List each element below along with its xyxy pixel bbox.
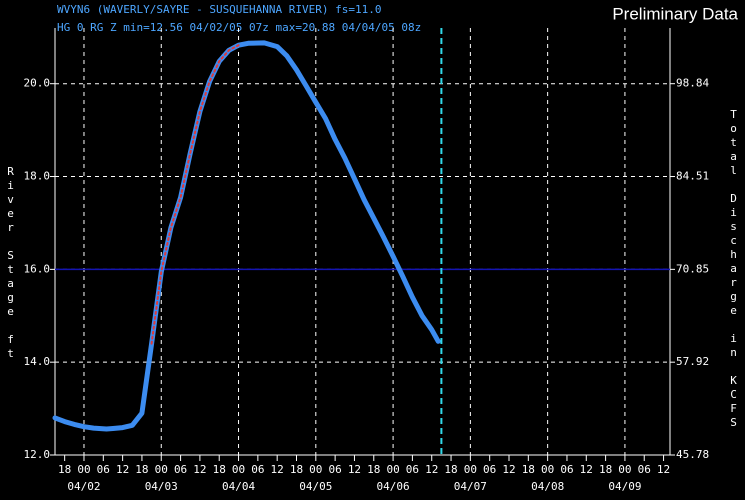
x-tick-label: 18 <box>213 463 226 476</box>
x-tick-label: 12 <box>425 463 438 476</box>
x-tick-label: 12 <box>271 463 284 476</box>
x-tick-label: 18 <box>444 463 457 476</box>
x-tick-label: 12 <box>657 463 670 476</box>
x-tick-label: 06 <box>638 463 651 476</box>
y2-axis-label: Total Discharge in KCFS <box>727 108 740 430</box>
x-tick-label: 06 <box>406 463 419 476</box>
x-tick-label: 00 <box>618 463 631 476</box>
date-label: 04/07 <box>454 480 487 493</box>
x-tick-label: 12 <box>116 463 129 476</box>
x-tick-label: 06 <box>483 463 496 476</box>
x-tick-label: 00 <box>541 463 554 476</box>
date-label: 04/04 <box>222 480 255 493</box>
x-tick-label: 06 <box>251 463 264 476</box>
x-tick-label: 12 <box>502 463 515 476</box>
x-tick-label: 00 <box>464 463 477 476</box>
x-tick-label: 18 <box>522 463 535 476</box>
x-tick-label: 12 <box>348 463 361 476</box>
x-tick-label: 06 <box>174 463 187 476</box>
x-tick-label: 00 <box>155 463 168 476</box>
x-tick-label: 00 <box>77 463 90 476</box>
x-tick-label: 12 <box>193 463 206 476</box>
y-tick-label: 18.0 <box>24 170 51 183</box>
x-tick-label: 00 <box>232 463 245 476</box>
y2-tick-label: 84.51 <box>676 170 709 183</box>
x-tick-label: 00 <box>309 463 322 476</box>
date-label: 04/08 <box>531 480 564 493</box>
annotation: Preliminary Data <box>612 4 738 23</box>
date-label: 04/09 <box>608 480 641 493</box>
y-axis-label: River Stage ft <box>4 165 17 361</box>
x-tick-label: 18 <box>367 463 380 476</box>
y2-tick-label: 98.84 <box>676 77 709 90</box>
y2-tick-label: 70.85 <box>676 262 709 275</box>
x-tick-label: 06 <box>329 463 342 476</box>
y2-tick-label: 45.78 <box>676 448 709 461</box>
y-tick-label: 12.0 <box>24 448 51 461</box>
date-label: 04/02 <box>67 480 100 493</box>
x-tick-label: 12 <box>580 463 593 476</box>
x-tick-label: 00 <box>386 463 399 476</box>
y-tick-label: 20.0 <box>24 77 51 90</box>
x-tick-label: 18 <box>599 463 612 476</box>
y-tick-label: 16.0 <box>24 262 51 275</box>
date-label: 04/03 <box>145 480 178 493</box>
chart-subtitle: HG 0 RG Z min=12.56 04/02/05 07z max=20.… <box>57 21 421 34</box>
y2-tick-label: 57.92 <box>676 355 709 368</box>
chart-title: WVYN6 (WAVERLY/SAYRE - SUSQUEHANNA RIVER… <box>57 3 382 16</box>
y-tick-label: 14.0 <box>24 355 51 368</box>
date-label: 04/05 <box>299 480 332 493</box>
series-line <box>52 40 441 432</box>
date-label: 04/06 <box>377 480 410 493</box>
series-line <box>150 44 240 345</box>
x-tick-label: 18 <box>58 463 71 476</box>
x-tick-label: 18 <box>135 463 148 476</box>
x-tick-label: 06 <box>97 463 110 476</box>
x-tick-label: 18 <box>290 463 303 476</box>
x-tick-label: 06 <box>560 463 573 476</box>
